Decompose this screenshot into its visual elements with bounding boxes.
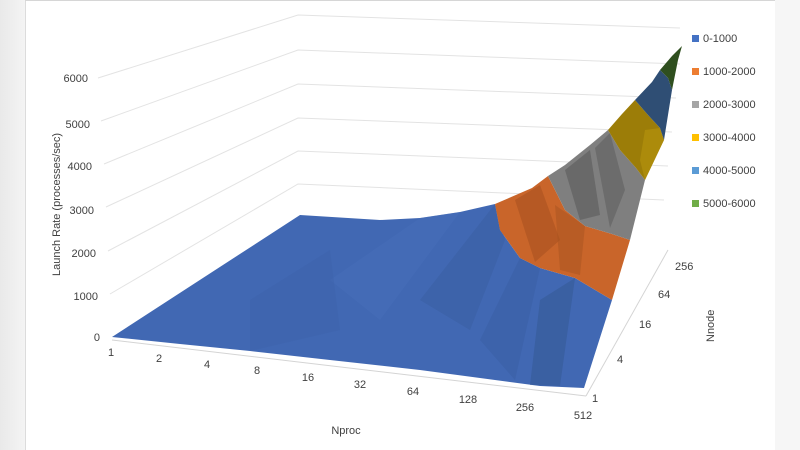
y-axis-ticks: 1 4 16 64 256 bbox=[592, 261, 693, 405]
svg-text:128: 128 bbox=[459, 394, 477, 406]
legend: 0-1000 1000-2000 2000-3000 3000-4000 400… bbox=[692, 22, 782, 220]
svg-text:16: 16 bbox=[302, 372, 314, 384]
nnode-axis-line bbox=[585, 249, 669, 397]
legend-swatch-icon bbox=[692, 101, 699, 108]
legend-swatch-icon bbox=[692, 167, 699, 174]
svg-text:512: 512 bbox=[574, 410, 592, 422]
surface-band-4000-5000 bbox=[635, 70, 672, 140]
y-axis-title: Nnode bbox=[705, 310, 717, 342]
surface-band-5000-6000 bbox=[660, 46, 682, 90]
legend-swatch-icon bbox=[692, 134, 699, 141]
svg-text:1000: 1000 bbox=[74, 291, 98, 303]
legend-label: 2000-3000 bbox=[703, 98, 756, 111]
legend-item: 1000-2000 bbox=[692, 55, 782, 88]
z-axis-ticks: 6000 5000 4000 3000 2000 1000 0 bbox=[64, 73, 100, 344]
legend-label: 5000-6000 bbox=[703, 197, 756, 210]
svg-text:256: 256 bbox=[675, 261, 693, 273]
svg-text:64: 64 bbox=[658, 289, 670, 301]
legend-item: 3000-4000 bbox=[692, 121, 782, 154]
surface-band-2000-3000 bbox=[548, 130, 645, 240]
x-axis-ticks: 1 2 4 8 16 32 64 128 256 512 bbox=[108, 347, 592, 422]
z-axis-title: Launch Rate (processes/sec) bbox=[51, 133, 63, 276]
nproc-axis-line bbox=[111, 339, 587, 397]
legend-swatch-icon bbox=[692, 68, 699, 75]
legend-label: 4000-5000 bbox=[703, 164, 756, 177]
svg-text:64: 64 bbox=[407, 386, 419, 398]
svg-text:0: 0 bbox=[94, 332, 100, 344]
surface bbox=[112, 46, 682, 388]
svg-text:4000: 4000 bbox=[68, 161, 92, 173]
svg-text:5000: 5000 bbox=[66, 119, 90, 131]
legend-swatch-icon bbox=[692, 35, 699, 42]
right-margin-panel bbox=[775, 0, 800, 450]
svg-text:16: 16 bbox=[639, 319, 651, 331]
legend-label: 1000-2000 bbox=[703, 65, 756, 78]
svg-text:32: 32 bbox=[354, 379, 366, 391]
legend-label: 3000-4000 bbox=[703, 131, 756, 144]
svg-text:2: 2 bbox=[156, 353, 162, 365]
legend-item: 4000-5000 bbox=[692, 154, 782, 187]
svg-text:2000: 2000 bbox=[72, 248, 96, 260]
svg-text:6000: 6000 bbox=[64, 73, 88, 85]
left-margin-panel bbox=[0, 0, 26, 450]
x-axis-title: Nproc bbox=[331, 425, 361, 437]
legend-item: 2000-3000 bbox=[692, 88, 782, 121]
legend-swatch-icon bbox=[692, 200, 699, 207]
svg-text:256: 256 bbox=[516, 402, 534, 414]
legend-item: 0-1000 bbox=[692, 22, 782, 55]
svg-text:4: 4 bbox=[204, 359, 210, 371]
top-border bbox=[25, 0, 775, 1]
legend-label: 0-1000 bbox=[703, 32, 738, 45]
svg-text:1: 1 bbox=[108, 347, 114, 359]
svg-text:3000: 3000 bbox=[70, 205, 94, 217]
legend-item: 5000-6000 bbox=[692, 187, 782, 220]
svg-text:8: 8 bbox=[254, 365, 260, 377]
svg-text:4: 4 bbox=[617, 354, 623, 366]
svg-text:1: 1 bbox=[592, 393, 598, 405]
